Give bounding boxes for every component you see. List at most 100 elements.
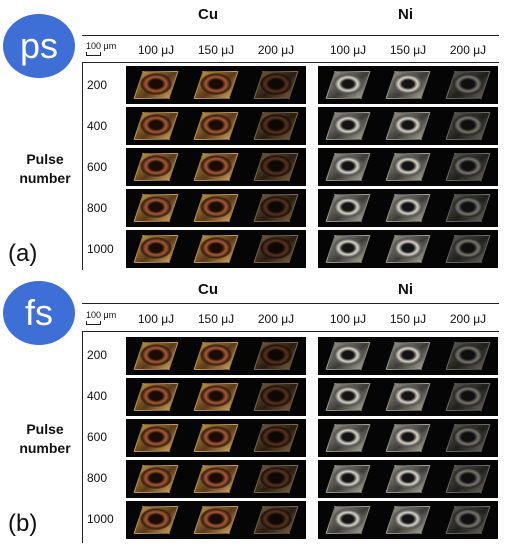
pulse-800: 800 (87, 201, 108, 215)
pulse-number-label: Pulse number (10, 150, 80, 188)
pulse-number-label-line2: number (19, 440, 71, 456)
ablation-crater (140, 385, 172, 407)
ablation-crater (200, 385, 232, 407)
cu-micrograph (126, 230, 186, 268)
ablation-crater (332, 385, 364, 407)
ablation-crater (452, 114, 484, 136)
ablation-crater (392, 467, 424, 489)
energy-ni-150: 150 μJ (389, 43, 427, 57)
ablation-crater (452, 155, 484, 177)
ablation-crater (392, 508, 424, 530)
ni-micrograph (438, 107, 498, 145)
ablation-crater (200, 344, 232, 366)
energy-ni-200: 200 μJ (449, 312, 487, 326)
ni-micrograph (438, 419, 498, 457)
ni-micrograph (378, 460, 438, 498)
ablation-crater (332, 155, 364, 177)
ablation-crater (392, 155, 424, 177)
metal-label-cu: Cu (198, 6, 218, 23)
ablation-crater (392, 385, 424, 407)
ni-micrograph (438, 501, 498, 539)
cu-micrograph (126, 419, 186, 457)
ablation-crater (392, 426, 424, 448)
ni-micrograph (438, 230, 498, 268)
cu-micrograph (246, 460, 306, 498)
pulse-200: 200 (87, 348, 108, 362)
ablation-crater (260, 73, 292, 95)
energy-ni-100: 100 μJ (329, 43, 367, 57)
ni-micrograph (378, 230, 438, 268)
ablation-crater (260, 114, 292, 136)
cu-micrograph (126, 66, 186, 104)
pulse-number-label-line2: number (19, 170, 71, 186)
ni-micrograph (318, 230, 378, 268)
cu-micrograph (126, 107, 186, 145)
pulse-number-label-line1: Pulse (26, 151, 64, 167)
energy-cu-100: 100 μJ (137, 312, 175, 326)
metal-label-ni: Ni (398, 281, 413, 298)
ni-micrograph (438, 460, 498, 498)
ablation-crater (140, 344, 172, 366)
pulse-1000: 1000 (87, 242, 114, 256)
ablation-crater (392, 237, 424, 259)
ablation-crater (452, 467, 484, 489)
pulse-400: 400 (87, 119, 108, 133)
cu-micrograph (186, 337, 246, 375)
energy-ni-150: 150 μJ (389, 312, 427, 326)
cu-micrograph (186, 378, 246, 416)
ablation-crater (452, 385, 484, 407)
metal-label-cu: Cu (198, 281, 218, 298)
ablation-crater (392, 344, 424, 366)
ablation-crater (392, 114, 424, 136)
ni-micrograph (378, 419, 438, 457)
ablation-crater (200, 73, 232, 95)
ni-micrograph (318, 189, 378, 227)
energy-cu-150: 150 μJ (197, 312, 235, 326)
ablation-crater (200, 508, 232, 530)
ablation-crater (260, 508, 292, 530)
cu-micrograph (186, 107, 246, 145)
panel-fs: fs Cu Ni 100 μm 100 μJ 150 μJ 200 μJ 100… (0, 275, 507, 550)
ni-micrograph (378, 501, 438, 539)
ni-micrograph (378, 66, 438, 104)
pulse-1000: 1000 (87, 512, 114, 526)
ablation-crater (332, 344, 364, 366)
cu-micrograph (246, 337, 306, 375)
ni-micrograph (318, 419, 378, 457)
ni-micrograph (318, 501, 378, 539)
ablation-crater (452, 508, 484, 530)
cu-micrograph (126, 337, 186, 375)
ablation-crater (140, 114, 172, 136)
scale-bar (86, 321, 101, 325)
ablation-crater (140, 426, 172, 448)
ablation-crater (140, 196, 172, 218)
cu-micrograph (126, 501, 186, 539)
cu-micrograph (186, 148, 246, 186)
ablation-crater (140, 237, 172, 259)
energy-cu-150: 150 μJ (197, 43, 235, 57)
scale-label: 100 μm (86, 41, 117, 51)
cu-micrograph (186, 189, 246, 227)
header-bottom-rule (82, 331, 499, 332)
ablation-crater (260, 237, 292, 259)
ablation-crater (452, 237, 484, 259)
ablation-crater (332, 73, 364, 95)
cu-micrograph (186, 66, 246, 104)
pulse-number-label: Pulse number (10, 420, 80, 458)
energy-cu-200: 200 μJ (257, 43, 295, 57)
ablation-crater (392, 73, 424, 95)
ablation-crater (260, 344, 292, 366)
pulse-600: 600 (87, 160, 108, 174)
cu-micrograph (246, 378, 306, 416)
cu-micrograph (246, 66, 306, 104)
ablation-crater (452, 196, 484, 218)
ablation-crater (332, 426, 364, 448)
pulse-600: 600 (87, 430, 108, 444)
cu-micrograph (126, 460, 186, 498)
ablation-crater (452, 426, 484, 448)
ni-micrograph (438, 66, 498, 104)
energy-cu-100: 100 μJ (137, 43, 175, 57)
ablation-crater (260, 385, 292, 407)
ablation-crater (452, 344, 484, 366)
ablation-crater (200, 467, 232, 489)
